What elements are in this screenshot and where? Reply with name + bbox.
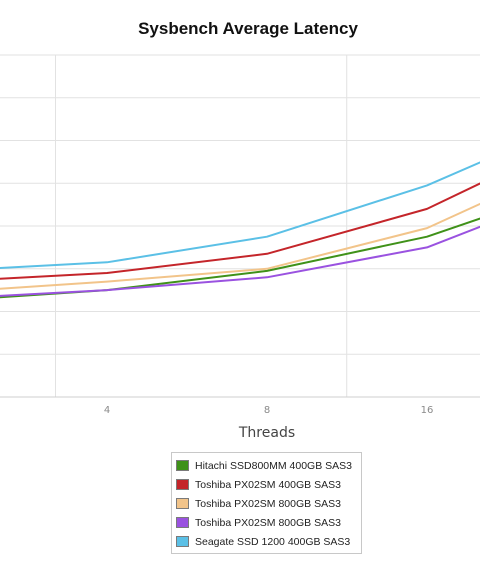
x-tick-label-16: 16 [421,405,434,416]
legend-swatch-0 [176,460,189,471]
x-axis-title: Threads [238,425,295,441]
legend-label-4: Seagate SSD 1200 400GB SAS3 [195,535,351,548]
legend-swatch-4 [176,536,189,547]
x-tick-label-8: 8 [264,405,270,416]
legend-label-0: Hitachi SSD800MM 400GB SAS3 [195,459,352,472]
grid [0,54,480,398]
x-tick-label-4: 4 [104,405,110,416]
series-line-2 [0,202,480,290]
series-line-3 [0,225,480,297]
legend: Hitachi SSD800MM 400GB SAS3 Toshiba PX02S… [171,452,362,554]
legend-label-1: Toshiba PX02SM 400GB SAS3 [195,478,341,491]
series-lines [0,161,480,299]
legend-label-2: Toshiba PX02SM 800GB SAS3 [195,497,341,510]
legend-item-1[interactable]: Toshiba PX02SM 400GB SAS3 [172,475,361,494]
legend-item-3[interactable]: Toshiba PX02SM 800GB SAS3 [172,513,361,532]
legend-item-2[interactable]: Toshiba PX02SM 800GB SAS3 [172,494,361,513]
legend-swatch-3 [176,517,189,528]
chart-title: Sysbench Average Latency [138,19,358,38]
series-line-1 [0,182,480,280]
series-line-4 [0,161,480,270]
x-axis-ticks: 4 8 16 [104,405,434,416]
legend-swatch-1 [176,479,189,490]
legend-item-0[interactable]: Hitachi SSD800MM 400GB SAS3 [172,456,361,475]
series-line-0 [0,217,480,299]
legend-swatch-2 [176,498,189,509]
legend-item-4[interactable]: Seagate SSD 1200 400GB SAS3 [172,532,361,551]
legend-label-3: Toshiba PX02SM 800GB SAS3 [195,516,341,529]
